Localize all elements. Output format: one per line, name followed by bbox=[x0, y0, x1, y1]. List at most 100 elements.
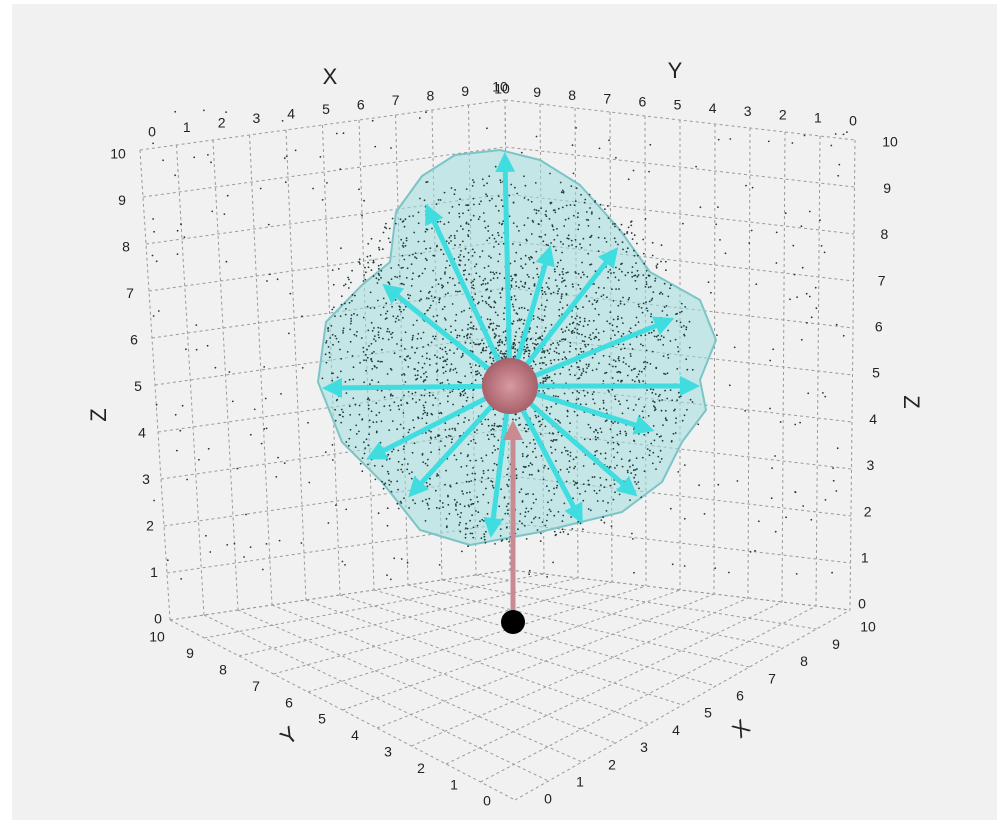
point bbox=[508, 479, 510, 481]
point bbox=[652, 400, 654, 403]
point bbox=[575, 361, 578, 364]
point bbox=[669, 340, 672, 342]
point bbox=[625, 432, 628, 435]
point bbox=[572, 458, 575, 461]
point bbox=[501, 340, 503, 343]
point bbox=[599, 452, 602, 455]
point bbox=[543, 330, 546, 333]
point bbox=[571, 144, 574, 147]
grid-line bbox=[781, 131, 786, 603]
point bbox=[659, 461, 661, 463]
point bbox=[408, 472, 411, 475]
point bbox=[556, 227, 558, 230]
point bbox=[591, 393, 594, 396]
point bbox=[425, 217, 428, 220]
point bbox=[401, 374, 403, 376]
point bbox=[364, 278, 367, 281]
point bbox=[553, 238, 556, 241]
point bbox=[576, 482, 579, 484]
point bbox=[571, 528, 574, 530]
point bbox=[561, 277, 564, 279]
point bbox=[574, 465, 576, 468]
arrow bbox=[513, 245, 555, 368]
point bbox=[470, 281, 473, 284]
point bbox=[550, 439, 553, 442]
point bbox=[373, 307, 376, 309]
point bbox=[578, 224, 580, 226]
point bbox=[691, 368, 694, 371]
point bbox=[439, 199, 442, 201]
point bbox=[549, 172, 551, 175]
point bbox=[641, 456, 644, 459]
point bbox=[603, 237, 606, 240]
point bbox=[385, 222, 387, 225]
point bbox=[619, 371, 622, 374]
point bbox=[527, 510, 530, 513]
point bbox=[514, 335, 517, 338]
grid-line bbox=[160, 428, 509, 480]
point bbox=[605, 371, 608, 374]
point bbox=[744, 409, 747, 412]
point bbox=[456, 501, 458, 504]
point bbox=[348, 378, 351, 381]
point bbox=[385, 302, 388, 305]
point bbox=[560, 328, 563, 331]
point bbox=[469, 519, 471, 522]
point bbox=[387, 237, 390, 240]
point bbox=[620, 458, 623, 460]
point bbox=[464, 375, 466, 377]
axis-title: Z bbox=[86, 408, 111, 421]
point bbox=[417, 240, 420, 243]
point bbox=[510, 296, 513, 299]
point bbox=[561, 358, 564, 360]
point bbox=[527, 276, 530, 278]
point bbox=[429, 304, 432, 307]
point bbox=[530, 293, 532, 295]
point bbox=[546, 349, 549, 352]
point bbox=[459, 521, 461, 524]
point bbox=[475, 373, 477, 376]
point bbox=[560, 297, 563, 300]
point bbox=[402, 427, 405, 429]
point bbox=[608, 363, 611, 366]
point bbox=[510, 183, 513, 186]
point bbox=[263, 366, 266, 368]
point bbox=[666, 397, 669, 400]
point bbox=[463, 389, 465, 392]
point bbox=[602, 354, 605, 357]
point bbox=[511, 424, 514, 427]
point bbox=[437, 474, 440, 477]
point bbox=[480, 200, 482, 203]
point bbox=[577, 273, 580, 275]
point bbox=[459, 503, 462, 505]
tick-label: 10 bbox=[110, 146, 126, 162]
point bbox=[469, 459, 472, 462]
point bbox=[407, 293, 409, 296]
point bbox=[397, 469, 399, 471]
point bbox=[528, 473, 531, 476]
point bbox=[557, 358, 560, 361]
point bbox=[835, 490, 838, 492]
point bbox=[402, 448, 405, 451]
point bbox=[583, 394, 586, 397]
point bbox=[243, 556, 246, 558]
point bbox=[524, 348, 527, 351]
point bbox=[583, 317, 586, 320]
point bbox=[477, 218, 480, 221]
point bbox=[505, 538, 508, 541]
point bbox=[472, 438, 475, 441]
point bbox=[674, 432, 677, 434]
point bbox=[373, 327, 375, 329]
grid-line bbox=[407, 584, 750, 668]
point bbox=[421, 355, 424, 358]
point bbox=[384, 318, 387, 320]
point bbox=[331, 444, 334, 446]
point bbox=[536, 326, 539, 328]
point bbox=[416, 377, 419, 380]
point bbox=[617, 315, 619, 318]
point bbox=[485, 530, 487, 533]
point bbox=[612, 422, 614, 425]
point bbox=[426, 309, 429, 312]
point bbox=[579, 403, 582, 406]
point bbox=[554, 270, 556, 273]
